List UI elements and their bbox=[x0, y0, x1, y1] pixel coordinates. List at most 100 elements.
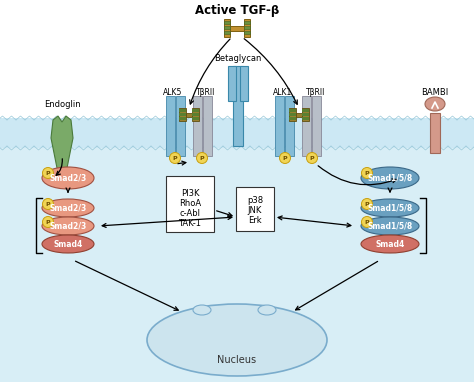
Bar bbox=[175, 96, 184, 156]
Polygon shape bbox=[51, 116, 73, 186]
Bar bbox=[244, 31, 250, 34]
Bar bbox=[165, 96, 174, 156]
Ellipse shape bbox=[425, 97, 445, 111]
Ellipse shape bbox=[362, 167, 373, 178]
Bar bbox=[202, 96, 211, 156]
Text: Smad2/3: Smad2/3 bbox=[49, 173, 87, 183]
Bar bbox=[186, 113, 192, 117]
Text: Smad2/3: Smad2/3 bbox=[49, 204, 87, 212]
Text: P: P bbox=[365, 201, 369, 207]
Bar bbox=[430, 113, 440, 153]
Text: P: P bbox=[200, 155, 204, 160]
Ellipse shape bbox=[43, 199, 54, 209]
Bar bbox=[244, 21, 250, 24]
Ellipse shape bbox=[147, 304, 327, 376]
Bar bbox=[289, 109, 296, 112]
Text: c-Abl: c-Abl bbox=[180, 209, 201, 217]
Bar bbox=[179, 108, 186, 121]
Bar bbox=[166, 176, 214, 232]
Ellipse shape bbox=[307, 152, 318, 163]
Bar bbox=[236, 187, 274, 231]
Text: Endoglin: Endoglin bbox=[44, 99, 80, 108]
Text: P: P bbox=[310, 155, 314, 160]
Bar bbox=[275, 96, 284, 156]
Bar bbox=[224, 31, 230, 34]
Bar bbox=[302, 117, 309, 120]
Bar bbox=[224, 21, 230, 24]
Text: Smad1/5/8: Smad1/5/8 bbox=[367, 173, 413, 183]
Bar bbox=[296, 113, 302, 117]
Bar bbox=[179, 109, 186, 112]
Ellipse shape bbox=[361, 235, 419, 253]
Text: P: P bbox=[365, 170, 369, 175]
Bar bbox=[224, 19, 230, 37]
Bar bbox=[289, 108, 296, 121]
Ellipse shape bbox=[280, 152, 291, 163]
Bar bbox=[289, 113, 296, 115]
Bar bbox=[224, 26, 230, 29]
Text: Smad4: Smad4 bbox=[54, 240, 82, 249]
Bar bbox=[285, 96, 294, 156]
Ellipse shape bbox=[361, 217, 419, 235]
Bar bbox=[192, 109, 199, 112]
Ellipse shape bbox=[258, 305, 276, 315]
Text: JNK: JNK bbox=[248, 206, 262, 215]
Text: Nucleus: Nucleus bbox=[218, 355, 256, 365]
Ellipse shape bbox=[362, 217, 373, 228]
Text: TβRII: TβRII bbox=[196, 87, 216, 97]
Text: ALK1: ALK1 bbox=[273, 87, 292, 97]
Ellipse shape bbox=[362, 199, 373, 209]
Bar bbox=[0, 148, 474, 382]
Text: P: P bbox=[46, 170, 50, 175]
Bar bbox=[179, 113, 186, 115]
Text: P: P bbox=[173, 155, 177, 160]
Ellipse shape bbox=[42, 167, 94, 189]
Bar bbox=[0, 118, 474, 148]
Bar bbox=[312, 96, 321, 156]
Text: Betaglycan: Betaglycan bbox=[214, 53, 262, 63]
Ellipse shape bbox=[43, 167, 54, 178]
Bar bbox=[289, 117, 296, 120]
Ellipse shape bbox=[361, 167, 419, 189]
Ellipse shape bbox=[43, 217, 54, 228]
Text: P: P bbox=[365, 220, 369, 225]
Text: p38: p38 bbox=[247, 196, 263, 204]
Ellipse shape bbox=[42, 235, 94, 253]
Text: Active TGF-β: Active TGF-β bbox=[195, 3, 279, 16]
Text: Smad1/5/8: Smad1/5/8 bbox=[367, 222, 413, 230]
Bar bbox=[230, 26, 244, 31]
Bar bbox=[233, 66, 243, 146]
Ellipse shape bbox=[197, 152, 208, 163]
Text: P: P bbox=[46, 201, 50, 207]
Text: P: P bbox=[283, 155, 287, 160]
Bar bbox=[0, 0, 474, 118]
Bar bbox=[192, 96, 201, 156]
Text: TAK-1: TAK-1 bbox=[179, 219, 201, 228]
Bar bbox=[244, 19, 250, 37]
Bar bbox=[302, 113, 309, 115]
Text: ALK5: ALK5 bbox=[164, 87, 182, 97]
Bar bbox=[228, 66, 236, 101]
Text: Erk: Erk bbox=[248, 215, 262, 225]
Text: RhoA: RhoA bbox=[179, 199, 201, 207]
Ellipse shape bbox=[42, 217, 94, 235]
Text: P: P bbox=[46, 220, 50, 225]
Text: Smad4: Smad4 bbox=[375, 240, 405, 249]
Text: BAMBI: BAMBI bbox=[421, 87, 448, 97]
Bar bbox=[192, 117, 199, 120]
Bar bbox=[244, 26, 250, 29]
Ellipse shape bbox=[193, 305, 211, 315]
Bar bbox=[192, 113, 199, 115]
Text: Smad2/3: Smad2/3 bbox=[49, 222, 87, 230]
Bar bbox=[240, 66, 248, 101]
Bar bbox=[302, 96, 311, 156]
Bar bbox=[302, 108, 309, 121]
Text: TβRII: TβRII bbox=[306, 87, 326, 97]
Ellipse shape bbox=[42, 199, 94, 217]
Bar bbox=[179, 117, 186, 120]
Text: PI3K: PI3K bbox=[181, 188, 199, 197]
Text: Smad1/5/8: Smad1/5/8 bbox=[367, 204, 413, 212]
Ellipse shape bbox=[361, 199, 419, 217]
Ellipse shape bbox=[170, 152, 181, 163]
Bar bbox=[192, 108, 199, 121]
